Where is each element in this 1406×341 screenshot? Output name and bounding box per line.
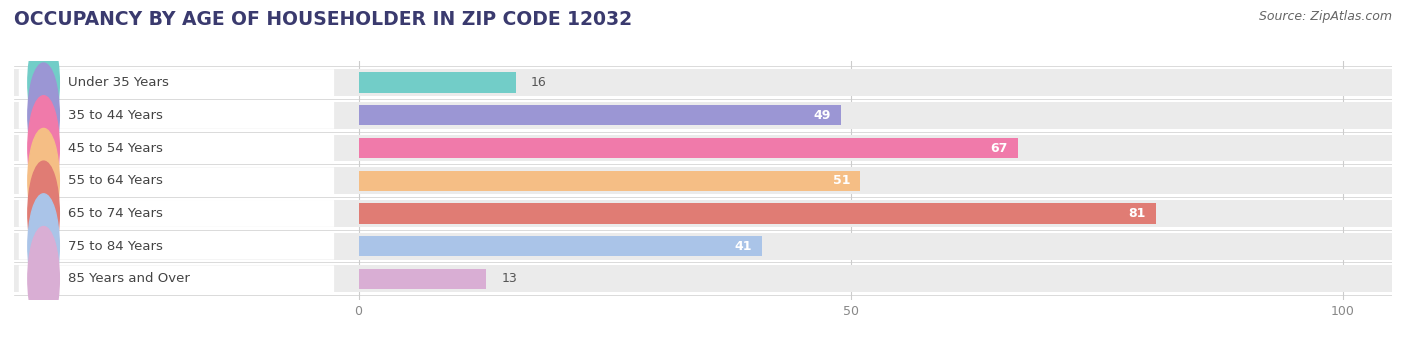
Bar: [359, 269, 486, 289]
Text: 51: 51: [834, 174, 851, 187]
FancyBboxPatch shape: [18, 102, 335, 129]
Bar: [359, 138, 1018, 158]
FancyBboxPatch shape: [18, 233, 335, 260]
Text: 35 to 44 Years: 35 to 44 Years: [69, 109, 163, 122]
Text: 16: 16: [531, 76, 547, 89]
Text: 65 to 74 Years: 65 to 74 Years: [69, 207, 163, 220]
Bar: [14, 69, 1392, 96]
Text: 49: 49: [814, 109, 831, 122]
Bar: [359, 170, 860, 191]
FancyBboxPatch shape: [18, 167, 335, 194]
Circle shape: [28, 161, 59, 266]
Text: 13: 13: [502, 272, 517, 285]
Bar: [359, 236, 762, 256]
FancyBboxPatch shape: [18, 69, 335, 96]
FancyBboxPatch shape: [18, 200, 335, 227]
Circle shape: [28, 96, 59, 201]
Text: 45 to 54 Years: 45 to 54 Years: [69, 142, 163, 154]
Circle shape: [28, 63, 59, 168]
Bar: [14, 233, 1392, 260]
Circle shape: [28, 30, 59, 135]
Text: OCCUPANCY BY AGE OF HOUSEHOLDER IN ZIP CODE 12032: OCCUPANCY BY AGE OF HOUSEHOLDER IN ZIP C…: [14, 10, 633, 29]
Bar: [14, 102, 1392, 129]
Circle shape: [28, 194, 59, 298]
Bar: [14, 167, 1392, 194]
Text: 41: 41: [735, 240, 752, 253]
FancyBboxPatch shape: [18, 135, 335, 161]
FancyBboxPatch shape: [18, 265, 335, 292]
Text: 85 Years and Over: 85 Years and Over: [69, 272, 190, 285]
Bar: [359, 105, 841, 125]
Circle shape: [28, 129, 59, 233]
Circle shape: [28, 226, 59, 331]
Bar: [14, 265, 1392, 292]
Text: 55 to 64 Years: 55 to 64 Years: [69, 174, 163, 187]
Bar: [359, 73, 516, 93]
Text: Under 35 Years: Under 35 Years: [69, 76, 169, 89]
Bar: [359, 203, 1156, 224]
Text: Source: ZipAtlas.com: Source: ZipAtlas.com: [1258, 10, 1392, 23]
Bar: [14, 200, 1392, 227]
Text: 75 to 84 Years: 75 to 84 Years: [69, 240, 163, 253]
Text: 67: 67: [991, 142, 1008, 154]
Text: 81: 81: [1129, 207, 1146, 220]
Bar: [14, 135, 1392, 161]
